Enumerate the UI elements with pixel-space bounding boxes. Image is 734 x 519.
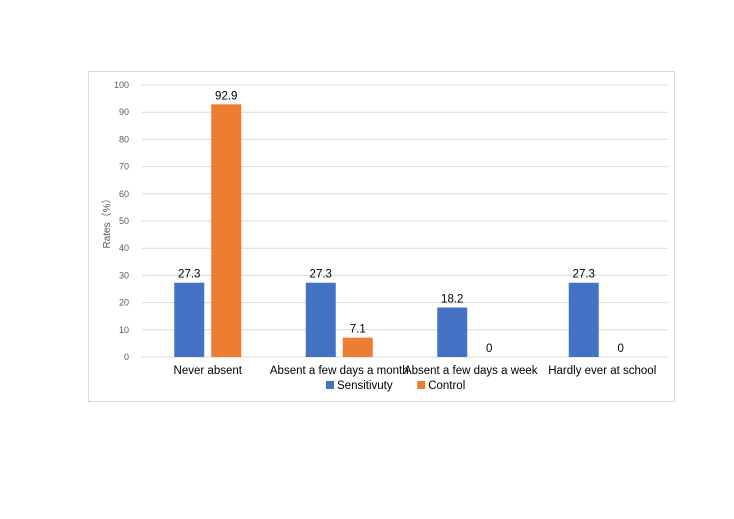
bar-sensitivuty (437, 307, 468, 357)
data-label: 27.3 (310, 269, 332, 281)
y-tick-label: 10 (119, 325, 129, 335)
y-axis-ticks: 0 10 20 30 40 50 60 70 80 90 100 (114, 80, 129, 362)
data-labels: 27.3 92.9 27.3 7.1 18.2 0 27.3 0 (178, 90, 624, 355)
data-label: 27.3 (573, 269, 595, 281)
y-tick-label: 0 (124, 352, 129, 362)
bars (174, 104, 599, 357)
y-tick-label: 20 (119, 298, 129, 308)
y-tick-label: 100 (114, 80, 129, 90)
data-label: 18.2 (441, 293, 463, 305)
y-tick-label: 70 (119, 162, 129, 172)
y-tick-label: 90 (119, 107, 129, 117)
bar-control (342, 337, 373, 357)
y-tick-label: 60 (119, 189, 129, 199)
bar-sensitivuty (305, 282, 336, 357)
y-tick-label: 80 (119, 134, 129, 144)
bar-sensitivuty (568, 282, 599, 357)
bar-control (211, 104, 242, 357)
data-label: 0 (618, 343, 624, 355)
data-label: 7.1 (350, 324, 366, 336)
legend-label: Control (428, 380, 465, 392)
legend-swatch (326, 381, 334, 389)
x-axis-categories: Never absent Absent a few days a monthAbs… (174, 365, 657, 377)
y-tick-label: 30 (119, 270, 129, 280)
x-category-label: Absent a few days a week (404, 365, 538, 377)
x-category-label: Hardly ever at school (548, 365, 656, 377)
data-label: 27.3 (178, 269, 200, 281)
y-axis-title: Rates（%） (101, 193, 113, 248)
legend: Sensitivuty Control (326, 380, 465, 392)
legend-swatch (417, 381, 426, 389)
y-tick-label: 40 (119, 243, 129, 253)
data-label: 0 (486, 343, 492, 355)
data-label: 92.9 (215, 90, 237, 102)
x-category-label: Never absent (174, 365, 243, 377)
bar-sensitivuty (174, 282, 205, 357)
x-category-label: Absent a few days a month (270, 365, 409, 377)
legend-label: Sensitivuty (337, 380, 393, 392)
y-tick-label: 50 (119, 216, 129, 226)
